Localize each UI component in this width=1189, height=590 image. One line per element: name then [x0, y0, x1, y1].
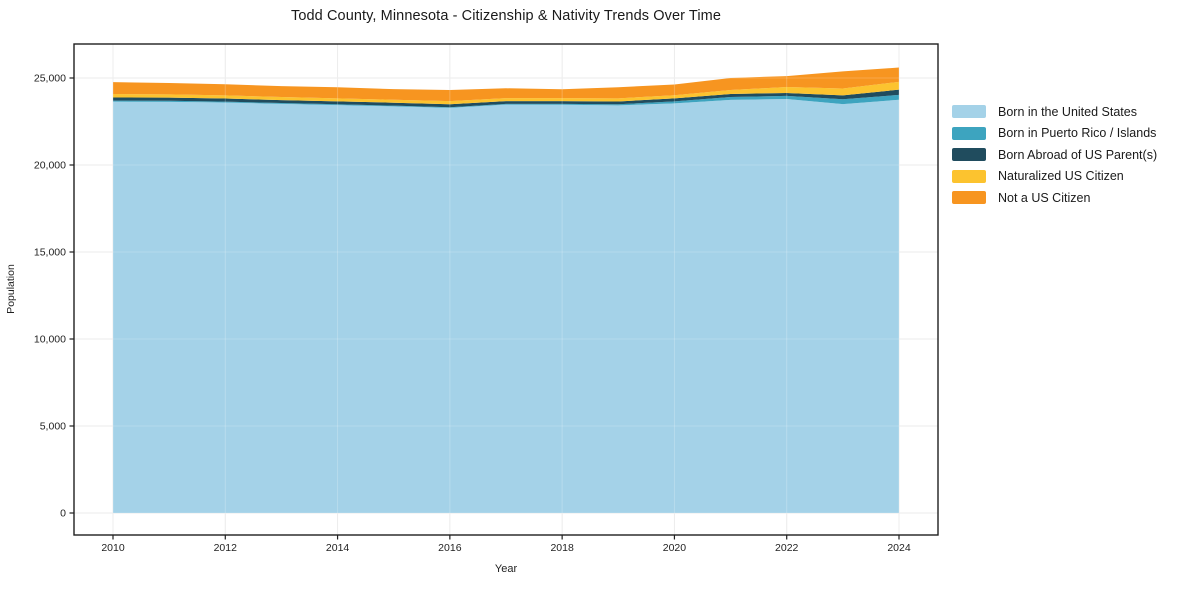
legend-item-puerto-rico: Born in Puerto Rico / Islands: [952, 126, 1157, 140]
x-tick-label: 2022: [775, 542, 799, 554]
legend-swatch-puerto-rico: [952, 126, 986, 140]
legend: Born in the United States Born in Puerto…: [952, 104, 1158, 205]
legend-item-naturalized: Naturalized US Citizen: [952, 169, 1157, 183]
y-tick-label: 20,000: [34, 160, 66, 172]
x-tick-label: 2010: [101, 542, 125, 554]
y-tick-label: 0: [60, 508, 66, 520]
y-tick-label: 15,000: [34, 247, 66, 259]
x-tick-label: 2016: [438, 542, 462, 554]
x-tick-label: 2014: [326, 542, 350, 554]
area-born-abroad-of-us-parent-s: [113, 89, 899, 108]
legend-item-not-citizen: Not a US Citizen: [952, 190, 1157, 205]
x-tick-label: 2018: [550, 542, 574, 554]
area-not-a-us-citizen: [113, 67, 899, 102]
legend-item-born-abroad: Born Abroad of US Parent(s): [952, 147, 1158, 162]
y-tick-label: 10,000: [34, 334, 66, 346]
legend-item-born-us: Born in the United States: [952, 104, 1157, 119]
legend-swatch-born-abroad: [952, 148, 986, 161]
x-tick-label: 2020: [663, 542, 687, 554]
axis-tick-labels: 2010 2012 2014 2016 2018 2020 2022 2024 0 5,000 10…: [34, 73, 911, 554]
x-axis-label: Year: [495, 563, 518, 575]
legend-label: Naturalized US Citizen: [998, 169, 1124, 183]
gridlines-overlay: [74, 44, 938, 535]
y-tick-label: 5,000: [40, 421, 66, 433]
area-naturalized-us-citizen: [113, 81, 899, 105]
legend-swatch-naturalized: [952, 169, 986, 183]
stacked-areas: [113, 67, 899, 514]
axis-ticks: [69, 77, 900, 540]
legend-label: Born Abroad of US Parent(s): [998, 147, 1158, 162]
chart-title: Todd County, Minnesota - Citizenship & N…: [290, 8, 722, 24]
y-axis-label: Population: [5, 264, 17, 314]
area-born-in-the-united-states: [113, 99, 899, 514]
plot-frame: [73, 43, 939, 536]
x-tick-label: 2012: [214, 542, 238, 554]
legend-swatch-not-citizen: [952, 191, 986, 204]
legend-label: Born in the United States: [998, 104, 1137, 119]
y-tick-label: 25,000: [34, 73, 66, 85]
legend-label: Not a US Citizen: [998, 190, 1091, 205]
legend-label: Born in Puerto Rico / Islands: [998, 126, 1157, 140]
x-tick-label: 2024: [887, 542, 911, 554]
plot-border: [73, 43, 939, 536]
legend-swatch-born-us: [952, 105, 986, 118]
